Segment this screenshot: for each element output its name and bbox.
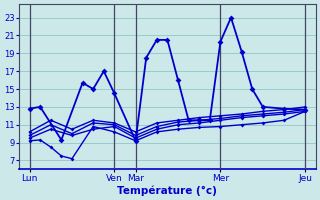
X-axis label: Température (°c): Température (°c)	[117, 185, 217, 196]
